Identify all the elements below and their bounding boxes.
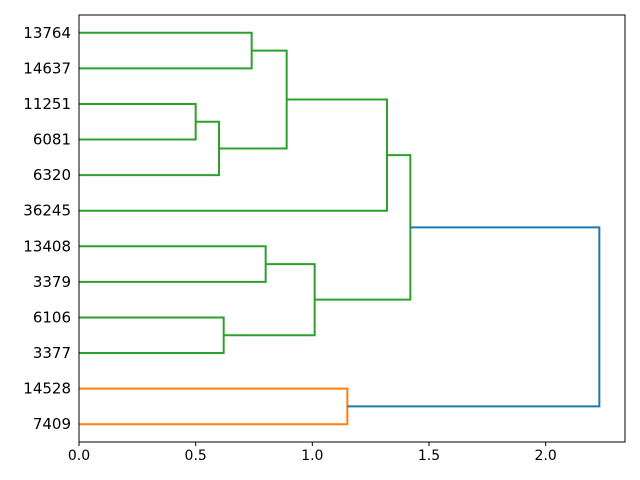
leaf-label: 11251 [23, 95, 71, 113]
leaf-label: 6320 [33, 166, 71, 184]
leaf-label: 13408 [23, 237, 71, 255]
dendrogram-link-L10 [79, 387, 349, 426]
leaf-label: 14637 [23, 59, 71, 77]
axes-frame [78, 14, 626, 443]
leaf-label: 6081 [33, 131, 71, 149]
leaf-label: 7409 [33, 415, 71, 433]
leaf-label: 3377 [33, 344, 71, 362]
leaf-label: 3379 [33, 273, 71, 291]
x-tick-label: 2.0 [535, 448, 557, 464]
dendrogram-link-L11 [347, 226, 601, 408]
x-tick-label: 0.0 [68, 448, 90, 464]
x-tick-label: 1.5 [418, 448, 440, 464]
dendrogram-link-L9 [314, 154, 412, 301]
x-tick-label: 0.5 [185, 448, 207, 464]
leaf-label: 36245 [23, 202, 71, 220]
leaf-label: 13764 [23, 24, 71, 42]
leaf-label: 6106 [33, 308, 71, 326]
x-tick-label: 1.0 [301, 448, 323, 464]
leaf-label: 14528 [23, 380, 71, 398]
